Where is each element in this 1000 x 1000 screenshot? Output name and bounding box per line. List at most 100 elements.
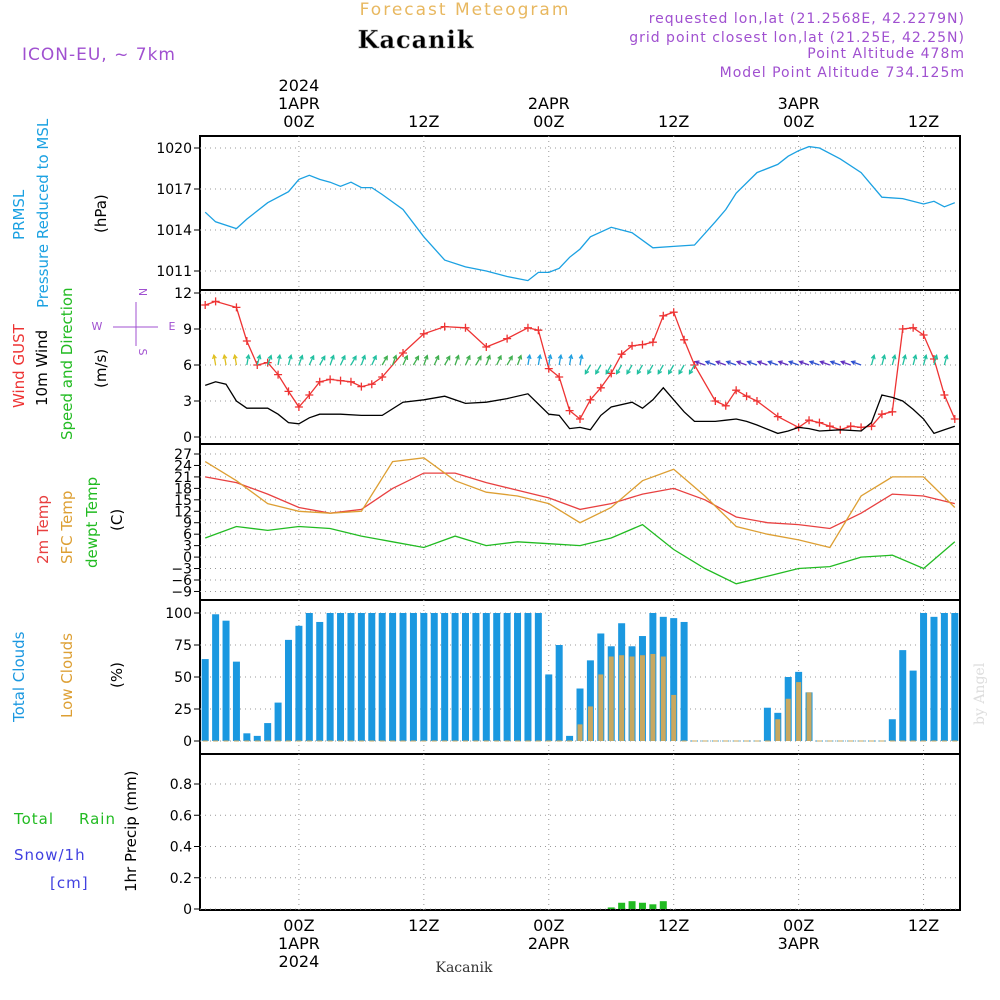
gust-marker bbox=[857, 423, 866, 432]
precip-ytick-label: 0.2 bbox=[170, 871, 192, 887]
wind-arrow bbox=[891, 355, 896, 366]
clouds-bar bbox=[232, 661, 240, 741]
time-axis-label: 3APR bbox=[778, 94, 820, 113]
wind-arrow bbox=[558, 355, 562, 366]
temperature-ytick-label: 0 bbox=[183, 550, 192, 566]
temperature-ytick-label: 3 bbox=[183, 539, 192, 555]
temperature-ytick-label: 27 bbox=[174, 447, 192, 463]
gust-marker bbox=[711, 397, 720, 405]
clouds-bar bbox=[305, 613, 313, 741]
gust-marker bbox=[742, 392, 751, 401]
clouds-bar bbox=[430, 613, 438, 741]
precip-total-label: Total bbox=[13, 810, 54, 828]
precip-ytick-label: 0 bbox=[183, 902, 192, 918]
clouds-bar bbox=[763, 707, 771, 741]
wind-arrow-head bbox=[287, 354, 293, 360]
wind-arrow bbox=[584, 364, 591, 374]
clouds-bar bbox=[930, 616, 938, 741]
clouds-bar bbox=[472, 613, 480, 741]
wind-arrow bbox=[747, 360, 758, 366]
gust-marker bbox=[846, 422, 855, 431]
temperature-ytick-label: 12 bbox=[174, 504, 192, 520]
wind-arrow-head bbox=[615, 369, 621, 375]
time-axis-label: 3APR bbox=[778, 934, 820, 953]
wind-arrow-head bbox=[840, 360, 846, 366]
clouds-bar bbox=[775, 719, 781, 741]
clouds-bar bbox=[524, 613, 532, 741]
gust-marker bbox=[877, 410, 886, 419]
wind-arrow bbox=[246, 355, 250, 366]
wind-arrow bbox=[657, 364, 664, 374]
wind-arrow-head bbox=[922, 354, 928, 360]
wind-direction-arrows bbox=[211, 353, 949, 375]
clouds-bar bbox=[284, 639, 292, 741]
wind-arrow-head bbox=[668, 369, 673, 375]
clouds-bar bbox=[566, 735, 574, 741]
time-axis-label: 00Z bbox=[533, 916, 564, 935]
wind-arrow-head bbox=[647, 369, 652, 375]
wind-arrow bbox=[830, 360, 841, 366]
wind-arrow bbox=[454, 355, 460, 366]
pressure-series-0 bbox=[204, 145, 956, 282]
compass-north: N bbox=[136, 288, 149, 296]
clouds-bar bbox=[806, 692, 812, 741]
wind-arrow-head bbox=[881, 354, 887, 360]
clouds-bar bbox=[650, 653, 656, 741]
pressure-label-prmsl: PRMSL bbox=[10, 189, 28, 240]
temperature-ytick-label: 21 bbox=[174, 470, 192, 486]
point-altitude: Point Altitude 478m bbox=[807, 46, 965, 62]
gust-marker bbox=[638, 340, 647, 349]
precip-bar bbox=[607, 907, 615, 909]
clouds-bar bbox=[920, 613, 928, 741]
wind-arrow-head bbox=[537, 353, 542, 360]
clouds-ytick-label: 50 bbox=[174, 670, 192, 686]
temperature-ytick-label: −9 bbox=[171, 584, 192, 600]
precip-bar bbox=[618, 902, 626, 909]
wind-arrow-head bbox=[850, 360, 856, 366]
gust-marker bbox=[555, 373, 564, 381]
clouds-bar bbox=[368, 613, 376, 741]
clouds-bar bbox=[357, 613, 365, 741]
clouds-bar bbox=[451, 613, 459, 741]
time-axis-label: 00Z bbox=[283, 112, 314, 131]
wind-arrow-head bbox=[434, 354, 440, 360]
precip-bar bbox=[628, 901, 636, 909]
clouds-unit: (%) bbox=[108, 662, 126, 688]
gust-marker bbox=[919, 331, 928, 339]
time-axis-label: 2024 bbox=[279, 76, 320, 95]
wind-arrow bbox=[933, 355, 938, 366]
precip-snow-label: Snow/1h bbox=[14, 846, 86, 864]
temperature-series-1 bbox=[204, 457, 956, 549]
pressure-ytick-label: 1011 bbox=[156, 264, 192, 280]
wind-arrow-head bbox=[256, 354, 262, 360]
wind-arrow-head bbox=[584, 369, 590, 375]
wind-arrow bbox=[881, 355, 886, 366]
clouds-ytick-label: 0 bbox=[183, 734, 192, 750]
clouds-bar bbox=[274, 702, 282, 741]
pressure-panel: 1011 1014 1017 1020 bbox=[156, 135, 961, 291]
clouds-bar bbox=[586, 660, 594, 741]
station-title: Kacanik bbox=[358, 25, 475, 54]
wind-arrow-head bbox=[578, 353, 584, 360]
wind-arrow-head bbox=[320, 355, 326, 361]
wind-arrow bbox=[668, 364, 675, 374]
wind-arrow-head bbox=[414, 355, 420, 361]
wind-arrow-head bbox=[361, 354, 367, 360]
wind-arrow-head bbox=[372, 354, 377, 360]
time-axis-label: 12Z bbox=[408, 112, 439, 131]
wind-arrow bbox=[705, 360, 716, 366]
wind-arrow-head bbox=[688, 369, 694, 375]
gust-marker bbox=[482, 343, 491, 351]
gust-marker bbox=[825, 422, 834, 431]
wind-arrow bbox=[433, 355, 440, 366]
wind-arrow bbox=[485, 355, 491, 366]
time-axis-label: 12Z bbox=[408, 916, 439, 935]
pressure-label-msl: Pressure Reduced to MSL bbox=[34, 118, 52, 308]
wind-arrow-head bbox=[756, 360, 763, 366]
gust-marker bbox=[461, 323, 470, 332]
gust-marker bbox=[617, 350, 626, 359]
footer-station: Kacanik bbox=[436, 960, 493, 976]
wind-arrow-head bbox=[746, 360, 752, 366]
wind-arrow bbox=[799, 360, 810, 366]
